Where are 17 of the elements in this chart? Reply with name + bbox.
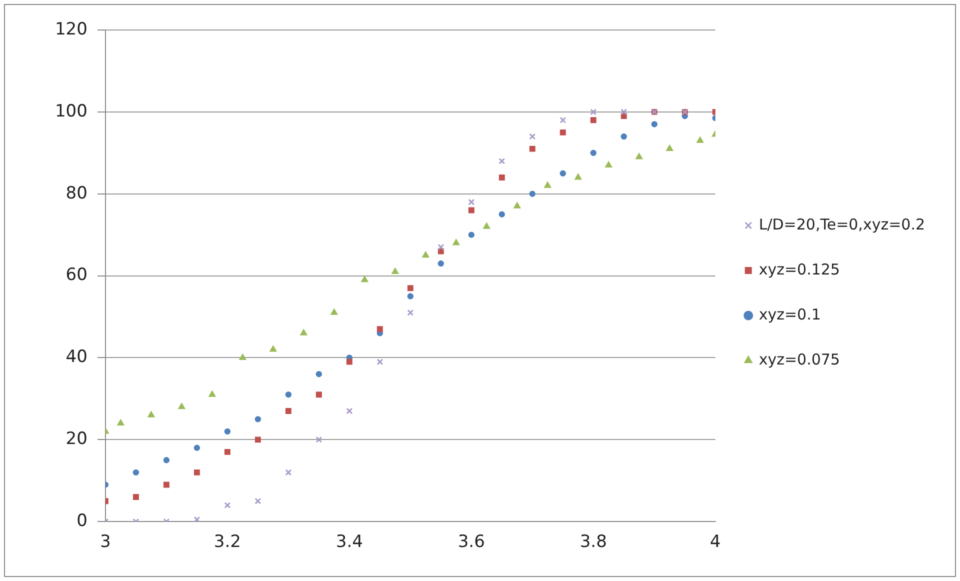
legend-label: xyz=0.075 — [758, 350, 840, 368]
legend-label: xyz=0.125 — [758, 260, 840, 278]
legend-label: L/D=20,Te=0,xyz=0.2 — [758, 215, 926, 234]
x-tick-label: 3.4 — [336, 532, 363, 552]
x-tick-label: 3.8 — [580, 532, 607, 552]
x-tick-label: 3 — [100, 532, 111, 552]
x-tick-label: 3.6 — [458, 532, 485, 552]
y-tick-label: 40 — [66, 347, 88, 368]
y-tick-label: 20 — [66, 429, 88, 450]
y-tick-label: 80 — [66, 183, 88, 204]
y-tick-label: 60 — [66, 265, 88, 286]
y-tick-label: 120 — [54, 19, 88, 40]
x-tick-label: 4 — [710, 532, 721, 552]
x-tick-label: 3.2 — [214, 532, 241, 552]
y-tick-label: 100 — [54, 101, 88, 122]
legend-label: xyz=0.1 — [758, 305, 821, 324]
y-tick-label: 0 — [76, 511, 88, 532]
